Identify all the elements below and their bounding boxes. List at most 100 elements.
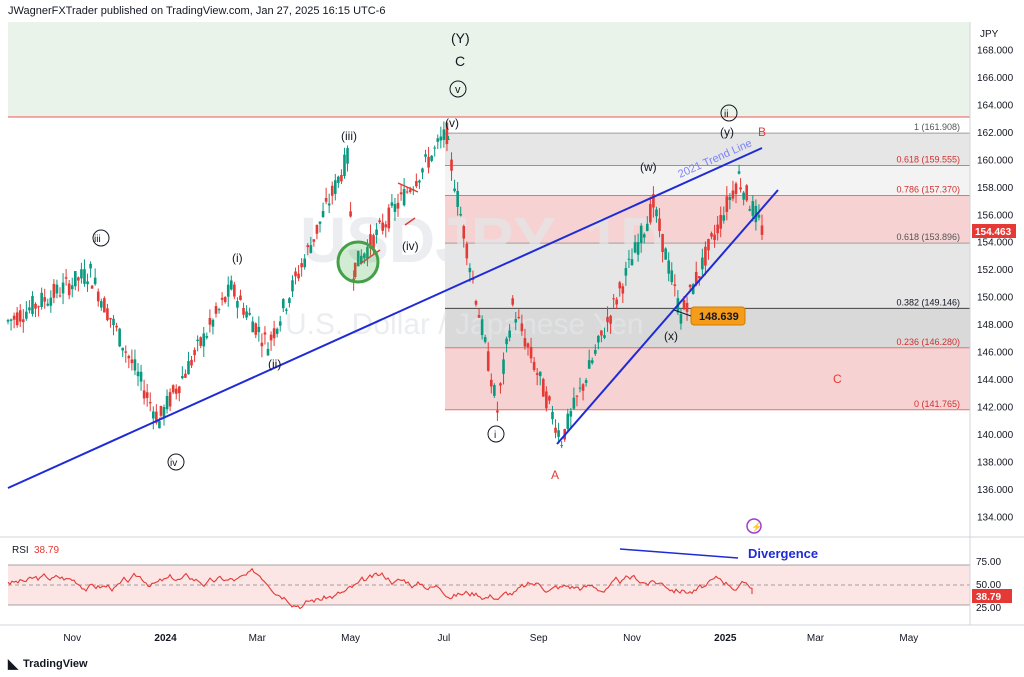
candle-body [52, 283, 56, 298]
candle-body [93, 277, 97, 285]
candle-body [642, 234, 646, 238]
candle-body [760, 225, 764, 235]
candle-body [745, 185, 749, 201]
candle-body [220, 297, 224, 300]
candle-body [436, 138, 440, 142]
rsi-axis-ticks: 75.00 50.00 25.00 [976, 557, 1001, 614]
candle-body [474, 300, 478, 305]
candle-body [83, 269, 86, 284]
candle-body [685, 302, 689, 312]
candle-body [606, 316, 609, 323]
candle-body [621, 286, 625, 294]
candle-body [465, 243, 469, 259]
candle-body [719, 214, 723, 229]
rsi-value-badge-text: 38.79 [976, 592, 1001, 603]
fib-label: 0 (141.765) [914, 399, 960, 409]
candle-body [31, 296, 34, 314]
candle-body [90, 285, 94, 289]
candle-body [713, 234, 716, 241]
candle-body [587, 360, 591, 369]
candle-body [136, 371, 140, 377]
candle-body [211, 319, 215, 327]
candle-body [502, 359, 505, 374]
candle-body [624, 268, 628, 276]
candle-body [46, 303, 50, 306]
candle-body [366, 247, 369, 259]
candle-body [343, 154, 346, 177]
candle-body [600, 330, 603, 336]
candle-body [716, 224, 719, 234]
candle-body [208, 318, 212, 325]
candle-body [300, 263, 303, 268]
wave-label-iii-paren: (iii) [341, 129, 357, 143]
candle-body [590, 360, 594, 364]
candle-body [214, 306, 218, 314]
divergence-label: Divergence [748, 546, 818, 561]
price-tick: 148.000 [977, 320, 1014, 331]
time-tick: Mar [807, 633, 825, 644]
candle-body [658, 218, 661, 231]
candle-body [184, 373, 187, 378]
candle-body [375, 229, 378, 236]
candle-body [281, 299, 285, 309]
candle-body [557, 430, 560, 437]
candle-body [489, 379, 493, 387]
candle-body [384, 224, 388, 228]
candle-body [171, 385, 175, 393]
candle-body [372, 235, 375, 251]
wave-label-i-paren: (i) [232, 251, 243, 265]
candle-body [639, 225, 643, 243]
candle-body [569, 411, 573, 417]
candle-body [70, 285, 74, 290]
candle-body [168, 392, 172, 407]
candle-body [731, 190, 735, 199]
wave-labels: (Y) C v (v) (iii) iii (i) (ii) (iv) iv i… [92, 30, 842, 482]
candle-body [133, 359, 137, 371]
candle-body [578, 387, 582, 389]
candle-body [190, 359, 193, 366]
candle-body [205, 336, 209, 338]
tradingview-logo-icon: ◣ [8, 656, 18, 671]
candle-body [330, 185, 334, 196]
price-callout-text: 148.639 [699, 311, 739, 323]
events-icon[interactable] [746, 518, 762, 534]
fib-zone [445, 195, 970, 244]
candle-body [442, 129, 446, 140]
time-tick: Nov [63, 633, 81, 644]
price-tick: 144.000 [977, 375, 1014, 386]
candle-body [199, 337, 203, 346]
candle-body [321, 211, 325, 217]
candle-body [405, 191, 409, 193]
candle-body [615, 299, 619, 305]
footer-brand[interactable]: ◣ TradingView [8, 656, 88, 672]
candle-body [505, 338, 508, 345]
candle-body [572, 397, 576, 409]
price-tick: 160.000 [977, 155, 1014, 166]
time-tick: Jul [437, 633, 450, 644]
candle-body [303, 258, 307, 268]
candle-body [327, 203, 331, 206]
price-tick: 152.000 [977, 265, 1014, 276]
candle-body [99, 301, 103, 308]
candle-body [652, 194, 655, 208]
publish-header: JWagnerFXTrader published on TradingView… [8, 5, 386, 17]
candle-body [242, 308, 245, 315]
candle-body [356, 250, 360, 267]
candle-body [523, 338, 527, 347]
candle-body [748, 209, 752, 211]
wave-label-y: (y) [720, 125, 734, 139]
rsi-title: RSI [12, 545, 29, 556]
candle-body [581, 384, 585, 391]
time-tick: May [899, 633, 918, 644]
candle-body [15, 312, 19, 326]
fib-label: 0.618 (153.896) [896, 232, 960, 242]
candle-body [704, 246, 707, 266]
candles [6, 121, 764, 449]
fib-zone [445, 243, 970, 309]
candle-body [177, 386, 181, 394]
candle-body [393, 204, 397, 212]
candle-body [499, 383, 502, 386]
fib-zone [445, 347, 970, 410]
candle-body [664, 248, 667, 260]
